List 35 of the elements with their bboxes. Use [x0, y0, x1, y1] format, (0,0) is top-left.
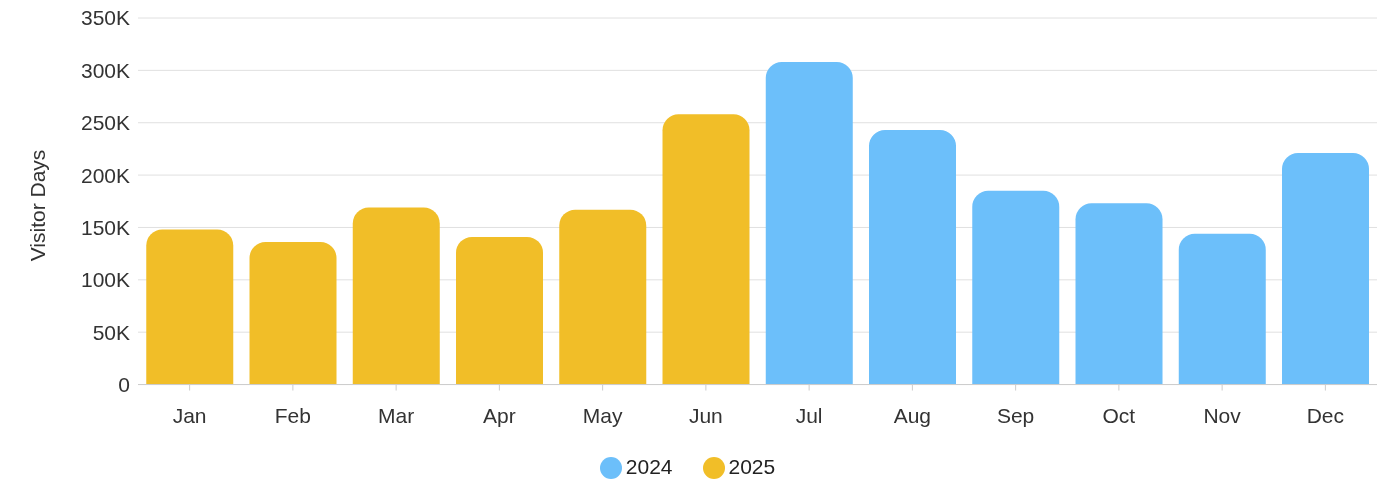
x-tick-label: Mar: [378, 404, 415, 428]
y-tick-label: 350K: [80, 6, 130, 30]
x-tick-label: Sep: [996, 404, 1035, 428]
bar: [765, 61, 853, 385]
bar: [352, 207, 440, 385]
legend-label: 2024: [625, 454, 673, 478]
y-tick-label: 250K: [80, 111, 130, 135]
bar: [1178, 233, 1266, 385]
x-tick-label: Oct: [1102, 404, 1136, 428]
bar: [456, 236, 544, 385]
x-tick-label: Jul: [795, 404, 823, 428]
x-tick-label: Jun: [688, 404, 723, 428]
x-tick-label: Apr: [483, 404, 516, 428]
bar: [1075, 203, 1163, 385]
bar: [146, 229, 234, 385]
bar: [662, 114, 750, 385]
y-tick-label: 100K: [80, 268, 130, 292]
x-tick-label: Nov: [1203, 404, 1242, 428]
bar: [559, 209, 647, 385]
x-tick-label: Feb: [274, 404, 311, 428]
bar: [1282, 153, 1370, 385]
y-tick-label: 300K: [80, 58, 130, 82]
bar: [972, 190, 1060, 385]
legend-label: 2025: [728, 454, 776, 478]
y-axis-title: Visitor Days: [26, 149, 50, 262]
bar: [249, 242, 337, 385]
y-tick-label: 150K: [80, 215, 130, 239]
x-tick-label: Aug: [893, 404, 932, 428]
x-tick-label: Jan: [172, 404, 207, 428]
y-tick-label: 0: [118, 373, 130, 396]
y-tick-label: 200K: [80, 163, 130, 187]
bar: [869, 130, 957, 385]
y-tick-label: 50K: [92, 320, 130, 344]
x-tick-label: Dec: [1306, 404, 1345, 428]
x-tick-label: May: [582, 404, 623, 428]
